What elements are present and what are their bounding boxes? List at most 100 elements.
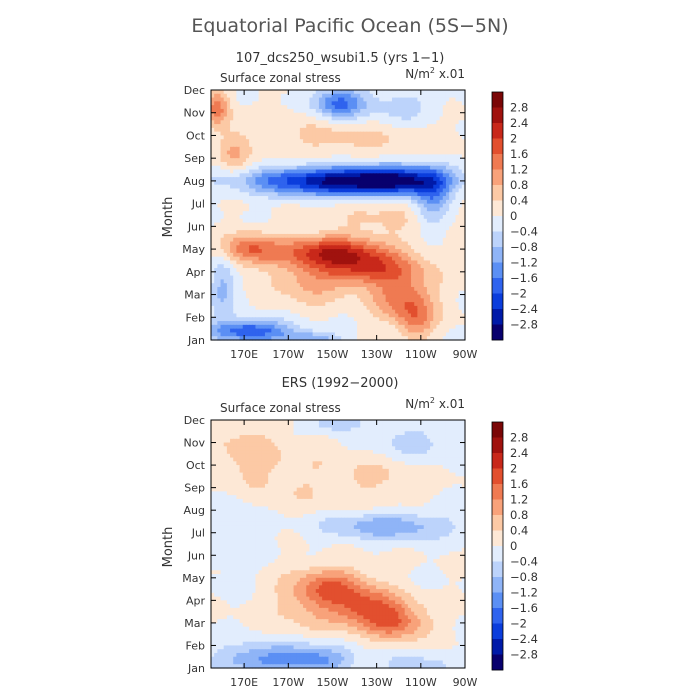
contour-cell: [268, 184, 272, 190]
contour-cell: [411, 226, 415, 231]
contour-cell: [290, 184, 295, 190]
contour-cell: [318, 196, 323, 201]
contour-cell: [382, 177, 387, 182]
contour-cell: [277, 124, 282, 129]
contour-cell: [363, 93, 368, 99]
contour-cell: [303, 233, 307, 239]
contour-cell: [325, 173, 330, 178]
contour-cell: [268, 169, 272, 174]
contour-cell: [442, 226, 447, 231]
contour-cell: [347, 233, 352, 239]
contour-cell: [360, 184, 364, 190]
contour-cell: [296, 203, 301, 209]
contour-cell: [385, 161, 390, 167]
contour-cell: [299, 116, 304, 121]
contour-cell: [236, 207, 241, 212]
contour-cell: [388, 116, 393, 121]
contour-cell: [382, 173, 387, 178]
contour-cell: [461, 230, 466, 235]
contour-cell: [414, 211, 418, 216]
contour-cell: [299, 207, 304, 212]
contour-cell: [338, 184, 342, 190]
contour-cell: [369, 188, 374, 193]
contour-cell: [455, 150, 460, 155]
contour-cell: [391, 101, 396, 106]
contour-cell: [445, 161, 450, 167]
contour-cell: [411, 211, 415, 216]
contour-cell: [242, 188, 247, 193]
contour-cell: [344, 120, 349, 125]
contour-cell: [290, 108, 295, 114]
contour-cell: [391, 124, 396, 129]
contour-cell: [296, 105, 301, 110]
contour-cell: [388, 233, 393, 239]
contour-cell: [211, 222, 215, 227]
contour-cell: [372, 146, 377, 152]
contour-cell: [366, 124, 371, 129]
contour-cell: [217, 230, 222, 235]
contour-cell: [395, 165, 399, 171]
contour-cell: [385, 211, 390, 216]
contour-cell: [414, 154, 418, 159]
contour-cell: [442, 180, 447, 186]
contour-cell: [271, 222, 276, 227]
contour-cell: [252, 97, 257, 102]
contour-cell: [420, 196, 425, 201]
contour-cell: [217, 173, 222, 178]
contour-cell: [391, 169, 396, 174]
contour-cell: [287, 158, 291, 163]
contour-cell: [433, 215, 438, 220]
contour-cell: [264, 196, 269, 201]
contour-cell: [261, 139, 266, 144]
contour-cell: [420, 105, 425, 110]
contour-cell: [249, 180, 253, 186]
contour-cell: [220, 184, 225, 190]
contour-cell: [414, 120, 418, 125]
contour-cell: [331, 203, 336, 209]
contour-cell: [350, 188, 355, 193]
contour-cell: [347, 127, 352, 133]
contour-cell: [338, 165, 342, 171]
contour-cell: [271, 150, 276, 155]
contour-cell: [331, 188, 336, 193]
contour-cell: [420, 222, 425, 227]
contour-cell: [284, 203, 288, 209]
contour-cell: [331, 196, 336, 201]
contour-cell: [233, 116, 237, 121]
contour-cell: [382, 215, 387, 220]
contour-cell: [217, 196, 222, 201]
contour-cell: [420, 192, 425, 197]
contour-cell: [214, 143, 218, 148]
contour-cell: [249, 203, 253, 209]
contour-cell: [214, 124, 218, 129]
contour-cell: [353, 112, 358, 118]
contour-cell: [452, 146, 457, 152]
contour-cell: [353, 143, 358, 148]
contour-cell: [331, 207, 336, 212]
contour-cell: [280, 203, 285, 209]
contour-cell: [461, 169, 466, 174]
contour-cell: [401, 127, 406, 133]
contour-cell: [436, 169, 441, 174]
contour-cell: [233, 211, 237, 216]
contour-cell: [445, 173, 450, 178]
contour-cell: [280, 116, 285, 121]
contour-cell: [306, 124, 311, 129]
contour-cell: [455, 158, 460, 163]
contour-cell: [414, 218, 418, 224]
contour-cell: [420, 131, 425, 137]
contour-cell: [385, 135, 390, 140]
contour-cell: [414, 139, 418, 144]
contour-cell: [293, 169, 298, 174]
contour-cell: [344, 116, 349, 121]
contour-cell: [284, 139, 288, 144]
contour-cell: [284, 180, 288, 186]
units-prefix: N/m: [405, 67, 430, 81]
contour-cell: [331, 184, 336, 190]
contour-cell: [226, 127, 231, 133]
contour-cell: [338, 105, 342, 110]
contour-cell: [280, 146, 285, 152]
contour-cell: [449, 116, 453, 121]
contour-cell: [268, 211, 272, 216]
contour-cell: [252, 169, 257, 174]
